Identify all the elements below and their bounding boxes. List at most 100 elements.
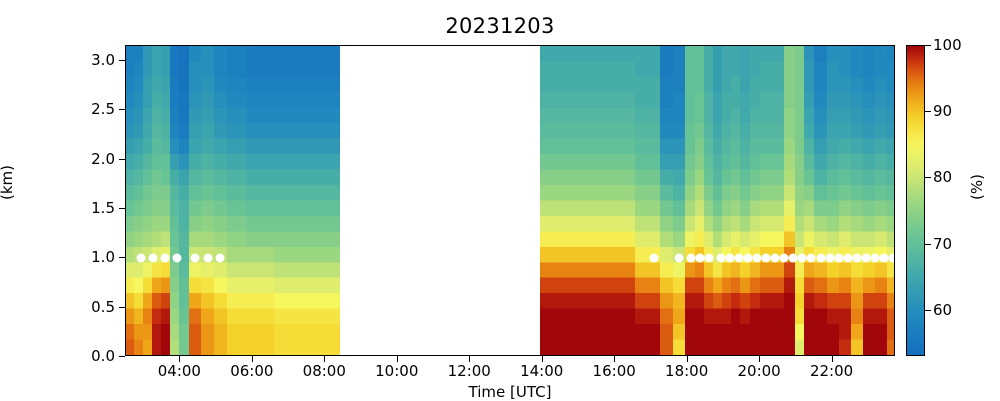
x-tick-mark [759,356,761,362]
x-tick-label: 14:00 [520,362,564,380]
cloud-base-marker [816,253,825,263]
heatmap-column [178,46,190,355]
cloud-base-marker [148,253,158,263]
cloud-base-marker [725,253,735,263]
colorbar-gradient [907,46,924,355]
x-tick-mark [541,356,543,362]
heatmap-column [307,46,341,355]
y-tick-label: 2.0 [91,149,115,168]
colorbar-label: (%) [968,174,986,200]
cloud-base-marker [704,253,714,263]
y-tick-mark [119,356,125,357]
heatmap-column [539,46,561,355]
x-tick-mark [324,356,326,362]
heatmap-column [803,46,815,355]
colorbar-tick-mark [925,111,931,113]
cloud-base-marker [870,253,880,263]
colorbar-tick-mark [925,309,931,311]
x-tick-mark [831,356,833,362]
y-tick-mark [119,306,125,308]
heatmap-column [169,46,179,355]
heatmap-column [772,46,785,355]
page-title: 20231203 [445,14,555,38]
heatmap-column [151,46,161,355]
cloud-base-marker [695,253,705,263]
heatmap-axes [125,45,895,356]
heatmap-column [826,46,839,355]
y-tick-mark [119,257,125,259]
cloud-base-marker [686,253,696,263]
cloud-base-marker [716,253,726,263]
heatmap-column [740,46,750,355]
heatmap-column [660,46,673,355]
heatmap-column [713,46,723,355]
heatmap-column [794,46,804,355]
cloud-base-marker [674,253,684,263]
y-tick-label: 1.0 [91,248,115,267]
cloud-base-marker [160,253,170,263]
heatmap-column [560,46,598,355]
x-tick-mark [251,356,253,362]
colorbar-tick-label: 60 [933,300,953,319]
cloud-base-marker [834,253,844,263]
y-tick-label: 3.0 [91,50,115,69]
x-tick-mark [686,356,688,362]
colorbar [906,45,925,356]
heatmap-column [133,46,143,355]
cloud-base-marker [852,253,862,263]
cloud-base-marker [779,253,789,263]
y-tick-mark [119,207,125,209]
heatmap-column [704,46,714,355]
x-axis-label: Time [UTC] [468,383,552,401]
x-tick-label: 22:00 [809,362,854,380]
cloud-base-marker [172,253,182,263]
heatmap-image [126,46,894,355]
y-tick-label: 0.5 [91,297,115,316]
x-tick-label: 18:00 [665,362,709,380]
heatmap-column [862,46,875,355]
colorbar-tick-label: 70 [933,234,953,253]
colorbar-tick-label: 80 [933,168,953,187]
cloud-base-marker [806,253,816,263]
cloud-base-marker [136,253,146,263]
heatmap-column [672,46,685,355]
cloud-base-marker [190,253,200,263]
heatmap-column [246,46,274,355]
heatmap-column [886,46,894,355]
cloud-base-marker [770,253,780,263]
heatmap-column [695,46,705,355]
heatmap-column [814,46,827,355]
y-tick-mark [119,109,125,111]
cloud-base-marker [843,253,853,263]
colorbar-tick-label: 100 [933,36,962,54]
heatmap-column [142,46,152,355]
x-tick-label: 20:00 [737,362,781,380]
cloud-base-marker [752,253,762,263]
cloud-base-marker [203,253,213,263]
heatmap-column [126,46,134,355]
cloud-base-marker [797,253,807,263]
colorbar-tick-mark [925,243,931,245]
cloud-base-marker [649,253,659,263]
cloud-base-marker [215,253,225,263]
heatmap-column [760,46,773,355]
x-tick-mark [614,356,616,362]
heatmap-column [160,46,170,355]
cloud-base-marker [861,253,871,263]
heatmap-column [722,46,732,355]
heatmap-column [850,46,863,355]
cloud-base-marker [879,253,889,263]
heatmap-column [597,46,635,355]
y-axis-label: (km) [0,164,16,200]
cloud-base-marker [743,253,753,263]
colorbar-tick-mark [925,177,931,179]
heatmap-column [749,46,761,355]
heatmap-column [189,46,202,355]
heatmap-column [213,46,228,355]
y-tick-label: 0.0 [91,347,115,365]
cloud-base-marker [761,253,771,263]
x-tick-label: 12:00 [447,362,491,380]
heatmap-column [874,46,887,355]
y-tick-label: 2.5 [91,100,115,119]
